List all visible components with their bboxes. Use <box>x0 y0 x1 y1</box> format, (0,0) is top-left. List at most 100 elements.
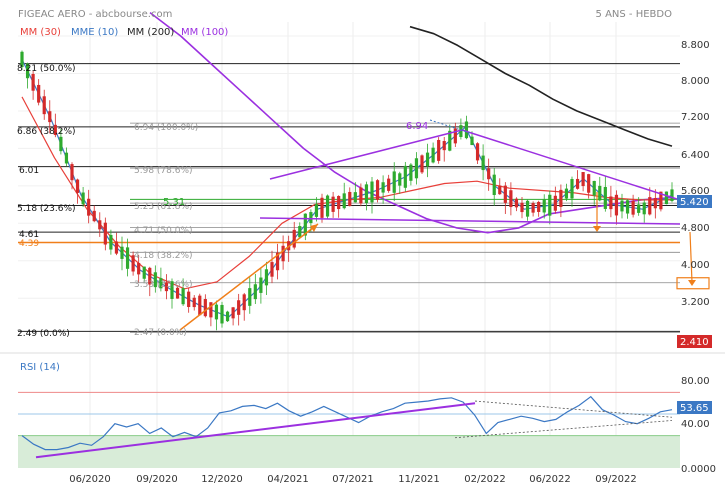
candle-body-50 <box>298 226 302 238</box>
rsi-bands <box>18 391 680 468</box>
x-label-7: 06/2022 <box>529 474 571 485</box>
candle-body-86 <box>498 185 502 195</box>
candle-body-89 <box>514 198 519 208</box>
candle-body-42 <box>253 284 257 300</box>
candle-body-84 <box>487 168 491 180</box>
candle-body-23 <box>148 267 152 285</box>
fib-inner-label-6: 2.47 (0.0%) <box>134 328 187 338</box>
candle-body-69 <box>403 165 407 188</box>
fib-inner-label-4: 4.18 (38.2%) <box>134 251 193 261</box>
candle-body-88 <box>509 190 513 208</box>
candle-body-19 <box>125 247 130 269</box>
candle-body-47 <box>281 245 285 262</box>
candle-body-103 <box>592 180 596 196</box>
rsi-line <box>21 395 673 451</box>
candle-body-3 <box>37 84 41 103</box>
candle-body-15 <box>103 222 107 245</box>
candle-body-64 <box>375 180 380 200</box>
rsi-panel <box>21 395 673 459</box>
fib-left-label-6: 2.49 (0.0%) <box>17 329 70 339</box>
candle-body-91 <box>525 200 530 217</box>
candles <box>20 50 674 331</box>
fib-left-label-0: 8.21 (50.0%) <box>17 64 76 74</box>
y-tick-6: 4.000 <box>681 260 710 271</box>
candle-body-57 <box>337 195 341 210</box>
y-tick-4: 5.600 <box>681 186 710 197</box>
down-arrowhead-mid <box>593 226 601 232</box>
candle-body-75 <box>437 139 441 161</box>
rsi-trendline <box>35 402 476 459</box>
candle-body-34 <box>209 302 213 318</box>
candle-body-61 <box>359 187 363 204</box>
candle-body-98 <box>564 188 569 199</box>
candle-body-68 <box>398 173 402 186</box>
candle-body-82 <box>475 143 480 161</box>
candle-body-72 <box>420 155 424 173</box>
candle-body-112 <box>642 202 646 215</box>
down-arrow-right <box>689 231 693 283</box>
candle-body-24 <box>153 272 157 288</box>
rsi-tick-40: 40.00 <box>681 419 710 430</box>
candle-body-65 <box>381 182 385 193</box>
candle-body-14 <box>98 220 102 230</box>
candle-body-115 <box>659 191 663 210</box>
moving-averages <box>21 11 673 318</box>
fib-left-label-5: 4.39 <box>19 239 39 249</box>
x-label-0: 06/2020 <box>69 474 111 485</box>
candle-body-35 <box>214 304 219 320</box>
candle-body-107 <box>614 194 619 216</box>
candle-body-67 <box>392 171 396 193</box>
candle-body-25 <box>159 278 163 289</box>
y-tick-7: 3.200 <box>681 297 710 308</box>
ma100-line <box>149 11 673 234</box>
candle-body-49 <box>292 229 296 248</box>
grid-lines <box>0 22 725 468</box>
annotation-high: 6.94 <box>406 121 428 132</box>
fib-inner-label-1: 5.98 (78.6%) <box>134 166 193 176</box>
candle-body-1 <box>25 63 30 79</box>
x-label-4: 07/2021 <box>332 474 374 485</box>
upper-trendline-right <box>461 129 681 201</box>
rsi-tick-0: 0.0000 <box>681 464 716 475</box>
candle-body-33 <box>203 299 207 317</box>
candle-body-28 <box>175 287 180 299</box>
candle-body-96 <box>553 195 557 211</box>
candle-body-6 <box>53 124 57 135</box>
candle-body-93 <box>537 201 541 212</box>
y-tick-2: 7.200 <box>681 112 710 123</box>
fib-inner-label-3: 4.71 (50.0%) <box>134 226 193 236</box>
fib-left-label-1: 6.86 (38.2%) <box>17 127 76 137</box>
candle-body-74 <box>431 147 435 163</box>
x-label-2: 12/2020 <box>201 474 243 485</box>
rsi-title: RSI (14) <box>20 362 60 373</box>
candle-body-2 <box>31 73 35 91</box>
candle-body-53 <box>314 204 319 217</box>
last-price-badge <box>677 195 712 208</box>
legend-mme10: MME (10) <box>71 27 118 38</box>
candle-body-94 <box>542 199 546 213</box>
low-price-badge <box>677 335 712 348</box>
candle-body-104 <box>598 185 602 201</box>
candle-body-111 <box>637 204 641 213</box>
candle-body-40 <box>242 294 246 311</box>
candle-body-110 <box>631 200 635 215</box>
candle-body-22 <box>142 266 146 279</box>
fib-left-label-2: 6.01 <box>19 166 39 176</box>
uptrend-arrow <box>179 223 319 331</box>
candle-body-45 <box>270 262 274 277</box>
candle-body-97 <box>559 189 563 207</box>
candle-body-109 <box>625 200 630 214</box>
chart-period: 5 ANS - HEBDO <box>596 9 673 20</box>
legend-mm100: MM (100) <box>181 27 228 38</box>
candle-body-17 <box>114 241 119 254</box>
fib-inner-label-0: 6.94 (100.0%) <box>134 123 198 133</box>
candle-body-11 <box>81 192 85 205</box>
mme10-line <box>21 59 673 318</box>
candle-body-73 <box>425 152 430 167</box>
legend-mm30: MM (30) <box>20 27 61 38</box>
candle-body-16 <box>109 234 113 250</box>
candle-body-21 <box>137 262 141 275</box>
low-price-label: 2.410 <box>680 337 709 348</box>
down-arrowhead-right <box>688 280 696 286</box>
